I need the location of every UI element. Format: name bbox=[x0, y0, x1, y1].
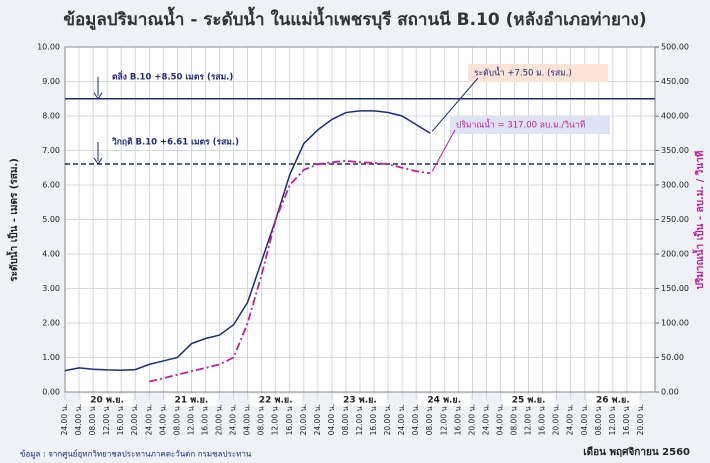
x-tick-label: 16.00 น. bbox=[200, 404, 209, 435]
x-tick-label: 04.00 น. bbox=[580, 404, 589, 435]
annotation-arrow bbox=[431, 77, 479, 132]
x-tick-label: 08.00 น. bbox=[341, 404, 350, 435]
y2-tick-label: 450.00 bbox=[661, 77, 689, 86]
y2-tick-label: 300.00 bbox=[661, 181, 689, 190]
annotation: ระดับน้ำ +7.50 ม. (รสม.) bbox=[474, 67, 572, 79]
x-tick-label: 08.00 น. bbox=[425, 404, 434, 435]
series-line bbox=[149, 159, 431, 383]
y-tick-label: 5.00 bbox=[42, 215, 60, 224]
annotation-arrow bbox=[431, 129, 456, 172]
annotation: ปริมาณน้ำ = 317.00 ลบ.ม./วินาที bbox=[456, 119, 586, 131]
reference-label: วิกฤติ B.10 +6.61 เมตร (รสม.) bbox=[112, 136, 239, 147]
x-tick-label: 04.00 น. bbox=[327, 404, 336, 435]
x-tick-label: 12.00 น. bbox=[186, 404, 195, 435]
x-tick-label: 24.00 น. bbox=[229, 404, 238, 435]
day-label-box bbox=[502, 394, 555, 406]
y-axis-label: ระดับน้ำ เป็น - เมตร (รสม.) bbox=[6, 158, 20, 282]
x-tick-label: 16.00 น. bbox=[116, 404, 125, 435]
x-tick-label: 12.00 น. bbox=[608, 404, 617, 435]
x-tick-label: 16.00 น. bbox=[369, 404, 378, 435]
x-tick-label: 24.00 น. bbox=[566, 404, 575, 435]
y2-tick-label: 50.00 bbox=[661, 353, 684, 362]
y-tick-label: 3.00 bbox=[42, 284, 60, 293]
x-tick-label: 08.00 น. bbox=[88, 404, 97, 435]
y2-tick-label: 350.00 bbox=[661, 146, 689, 155]
x-tick-label: 20.00 น. bbox=[636, 404, 645, 435]
y-tick-label: 2.00 bbox=[42, 319, 60, 328]
day-label-box bbox=[334, 394, 386, 406]
day-label-box bbox=[586, 394, 639, 406]
x-tick-label: 04.00 น. bbox=[495, 404, 504, 435]
x-tick-label: 24.00 น. bbox=[144, 404, 153, 435]
day-label-box bbox=[81, 394, 134, 406]
annotation-box bbox=[450, 116, 610, 134]
x-tick-label: 20.00 น. bbox=[383, 404, 392, 435]
day-label-box bbox=[418, 394, 471, 406]
y2-tick-label: 500.00 bbox=[661, 43, 689, 52]
plot-border bbox=[64, 46, 656, 393]
reference-arrowhead bbox=[93, 157, 103, 165]
day-label: 22 พ.ย. bbox=[259, 396, 293, 406]
x-tick-label: 24.00 น. bbox=[313, 404, 322, 435]
reference-arrowhead bbox=[93, 92, 103, 100]
x-tick-label: 20.00 น. bbox=[130, 404, 139, 435]
x-tick-label: 16.00 น. bbox=[622, 404, 631, 435]
x-tick-label: 12.00 น. bbox=[524, 404, 533, 435]
y-tick-label: 6.00 bbox=[42, 181, 60, 190]
annotation-box bbox=[468, 64, 608, 82]
x-tick-label: 16.00 น. bbox=[453, 404, 462, 435]
reference-label: ตลิ่ง B.10 +8.50 เมตร (รสม.) bbox=[112, 69, 233, 82]
y2-tick-label: 250.00 bbox=[661, 215, 689, 224]
series-line bbox=[64, 110, 431, 372]
x-tick-label: 04.00 น. bbox=[74, 404, 83, 435]
y2-tick-label: 400.00 bbox=[661, 112, 689, 121]
y-tick-label: 10.00 bbox=[37, 43, 60, 52]
x-tick-label: 04.00 น. bbox=[243, 404, 252, 435]
month-label: เดือน พฤศจิกายน 2560 bbox=[583, 446, 690, 458]
x-tick-label: 08.00 น. bbox=[594, 404, 603, 435]
x-tick-label: 08.00 น. bbox=[257, 404, 266, 435]
y-tick-label: 8.00 bbox=[42, 112, 60, 121]
x-tick-label: 20.00 น. bbox=[552, 404, 561, 435]
x-tick-label: 16.00 น. bbox=[285, 404, 294, 435]
x-tick-label: 20.00 น. bbox=[467, 404, 476, 435]
x-tick-label: 24.00 น. bbox=[60, 404, 69, 435]
day-label: 21 พ.ย. bbox=[175, 396, 209, 406]
y-tick-label: 4.00 bbox=[42, 250, 60, 259]
y-tick-label: 0.00 bbox=[42, 388, 60, 397]
day-label: 23 พ.ย. bbox=[343, 396, 377, 406]
x-tick-label: 12.00 น. bbox=[439, 404, 448, 435]
x-tick-label: 20.00 น. bbox=[215, 404, 224, 435]
day-label-box bbox=[165, 394, 218, 406]
day-label: 24 พ.ย. bbox=[427, 396, 461, 406]
y2-tick-label: 150.00 bbox=[661, 284, 689, 293]
y2-tick-label: 0.00 bbox=[661, 388, 679, 397]
chart-title: ข้อมูลปริมาณน้ำ - ระดับน้ำ ในแม่น้ำเพชรบ… bbox=[63, 6, 646, 31]
x-tick-label: 04.00 น. bbox=[411, 404, 420, 435]
y-tick-label: 7.00 bbox=[42, 146, 60, 155]
x-tick-label: 16.00 น. bbox=[538, 404, 547, 435]
day-label: 26 พ.ย. bbox=[596, 396, 630, 406]
x-tick-label: 24.00 น. bbox=[481, 404, 490, 435]
day-label: 20 พ.ย. bbox=[90, 396, 124, 406]
x-tick-label: 08.00 น. bbox=[510, 404, 519, 435]
x-tick-label: 04.00 น. bbox=[158, 404, 167, 435]
x-tick-label: 12.00 น. bbox=[271, 404, 280, 435]
y2-tick-label: 100.00 bbox=[661, 319, 689, 328]
day-label-box bbox=[249, 394, 302, 406]
x-tick-label: 20.00 น. bbox=[299, 404, 308, 435]
y2-tick-label: 200.00 bbox=[661, 250, 689, 259]
x-tick-label: 24.00 น. bbox=[397, 404, 406, 435]
x-tick-label: 12.00 น. bbox=[355, 404, 364, 435]
y2-axis-label: ปริมาณน้ำ เป็น - ลบ.ม. / วินาที bbox=[692, 150, 706, 289]
y-tick-label: 9.00 bbox=[42, 77, 60, 86]
source-note: ข้อมูล : จากศูนย์อุทกวิทยาชลประทานภาคตะว… bbox=[20, 449, 252, 460]
x-tick-label: 08.00 น. bbox=[172, 404, 181, 435]
day-label: 25 พ.ย. bbox=[512, 396, 546, 406]
x-tick-label: 12.00 น. bbox=[102, 404, 111, 435]
y-tick-label: 1.00 bbox=[42, 353, 60, 362]
